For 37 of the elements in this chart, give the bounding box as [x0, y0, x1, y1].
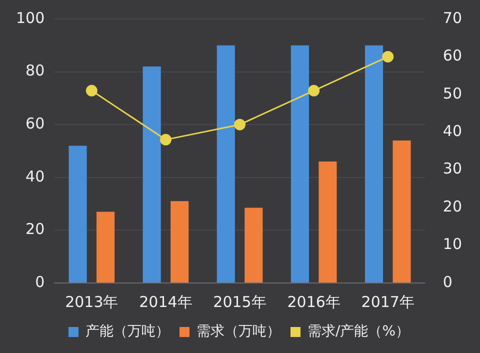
point	[234, 118, 246, 130]
y2-tick-label: 50	[442, 84, 462, 102]
y-tick-label: 0	[35, 272, 45, 291]
point	[86, 84, 98, 96]
bar	[96, 212, 115, 282]
bar	[318, 162, 337, 282]
bar	[170, 201, 189, 282]
bar	[68, 146, 87, 282]
point	[160, 134, 172, 146]
x-tick-label: 2014年	[139, 292, 192, 311]
y-tick-label: 60	[26, 114, 45, 132]
x-tick-label: 2016年	[287, 292, 340, 311]
bar	[216, 45, 235, 282]
bar	[244, 208, 263, 282]
y2-tick-label: 70	[442, 8, 462, 27]
point	[382, 50, 394, 62]
legend-label: 产能（万吨）	[85, 324, 170, 340]
y2-tick-label: 60	[442, 46, 462, 65]
y2-tick-label: 20	[442, 197, 462, 216]
x-tick-label: 2017年	[361, 292, 414, 311]
bar	[142, 66, 161, 282]
y-tick-label: 80	[26, 62, 45, 80]
y2-tick-label: 40	[442, 122, 462, 140]
x-tick-label: 2013年	[65, 292, 118, 311]
x-tick-label: 2015年	[213, 292, 266, 311]
legend-label: 需求/产能（%）	[307, 324, 410, 340]
point	[308, 84, 320, 96]
bar	[364, 45, 384, 282]
y-tick-label: 20	[26, 220, 45, 238]
bar	[290, 45, 309, 282]
y-tick-label: 100	[16, 8, 45, 27]
legend-label: 需求（万吨）	[196, 324, 280, 340]
y2-tick-label: 10	[442, 235, 462, 254]
bar	[392, 140, 411, 282]
y2-tick-label: 0	[442, 272, 452, 291]
y-tick-label: 40	[26, 167, 45, 186]
y2-tick-label: 30	[442, 160, 462, 178]
